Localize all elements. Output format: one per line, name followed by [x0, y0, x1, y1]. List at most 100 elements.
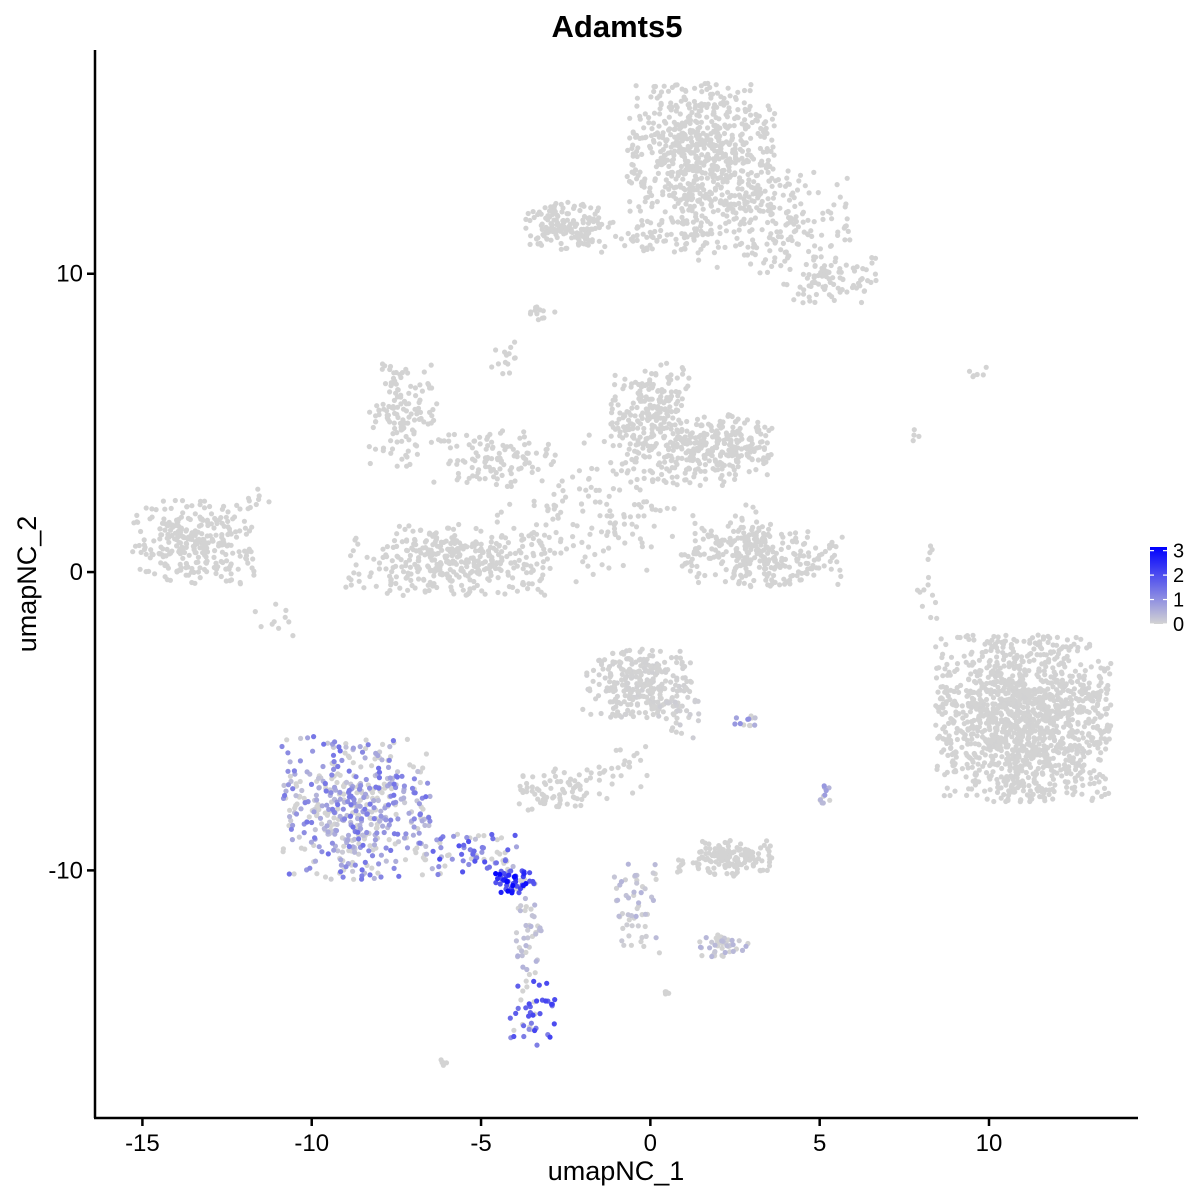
- cell-point: [197, 565, 203, 571]
- cell-point: [649, 426, 655, 432]
- cell-point: [668, 655, 675, 661]
- cell-point: [964, 792, 970, 799]
- cell-point: [725, 189, 731, 195]
- cell-point: [509, 584, 516, 591]
- cell-point: [802, 183, 808, 189]
- cell-point: [634, 449, 640, 455]
- cell-point: [771, 152, 777, 158]
- cell-point: [436, 437, 442, 443]
- cell-point: [764, 241, 770, 247]
- cell-point: [630, 129, 636, 135]
- cell-point: [173, 536, 179, 543]
- cell-point: [500, 442, 506, 448]
- cell-point: [629, 672, 635, 678]
- cell-point: [757, 161, 763, 167]
- cell-point: [700, 536, 706, 542]
- cell-point: [633, 83, 639, 89]
- cell-point: [718, 198, 724, 204]
- cell-point: [990, 695, 997, 701]
- cell-point: [643, 660, 649, 666]
- cell-point: [508, 443, 514, 449]
- cell-point: [613, 471, 619, 477]
- cell-point: [732, 419, 739, 425]
- cell-point: [714, 428, 720, 434]
- cell-point: [710, 174, 716, 180]
- cell-point: [389, 446, 396, 452]
- cell-point: [825, 208, 831, 214]
- cell-point: [389, 569, 395, 575]
- cell-point: [708, 143, 714, 149]
- cell-point: [204, 558, 210, 564]
- cell-point: [1063, 757, 1069, 763]
- cell-point: [596, 215, 602, 221]
- cell-point: [801, 553, 807, 559]
- cell-point: [749, 227, 755, 233]
- cell-point: [801, 287, 807, 293]
- cell-point: [1090, 795, 1096, 801]
- cell-point: [1040, 716, 1046, 722]
- cell-point: [692, 173, 699, 179]
- cell-point: [993, 730, 999, 736]
- cell-point: [679, 131, 685, 137]
- cell-point: [661, 419, 667, 425]
- cell-point: [960, 709, 966, 715]
- cell-point: [972, 772, 978, 778]
- cell-point: [957, 634, 963, 641]
- cell-point: [697, 482, 703, 488]
- cell-point: [938, 695, 944, 701]
- cell-point: [530, 774, 536, 780]
- cell-point: [983, 364, 989, 370]
- cell-point: [658, 695, 664, 702]
- cell-point: [213, 570, 219, 577]
- cell-point: [533, 236, 540, 242]
- cell-point: [1026, 740, 1032, 746]
- cell-point: [456, 553, 463, 559]
- cell-point: [498, 534, 504, 540]
- cell-point: [831, 297, 837, 303]
- cell-point: [944, 785, 950, 791]
- cell-point: [761, 554, 767, 561]
- cell-point: [580, 220, 586, 226]
- cell-point: [954, 661, 961, 667]
- cell-point: [1071, 686, 1077, 692]
- cell-point: [705, 125, 711, 131]
- cell-point: [641, 125, 647, 131]
- cell-point: [237, 528, 243, 534]
- cell-point: [482, 476, 488, 482]
- cell-point: [596, 221, 602, 227]
- cell-point: [675, 173, 681, 179]
- cell-point: [210, 538, 216, 544]
- cell-point: [608, 421, 614, 427]
- cell-point: [637, 536, 644, 542]
- cell-point: [636, 710, 642, 716]
- cell-point: [984, 665, 990, 671]
- cell-point: [946, 720, 952, 727]
- cell-point: [588, 484, 594, 490]
- cell-point: [671, 152, 677, 158]
- cell-point: [553, 232, 559, 238]
- cell-point: [805, 550, 812, 556]
- cell-point: [674, 474, 680, 480]
- cell-point: [629, 521, 635, 527]
- cell-point: [869, 260, 875, 266]
- cell-point: [547, 547, 553, 554]
- cell-point: [1062, 684, 1068, 690]
- cell-point: [684, 708, 690, 714]
- cell-point: [592, 211, 598, 217]
- cell-point: [965, 741, 971, 747]
- cell-point: [540, 559, 547, 565]
- cell-point: [1102, 668, 1108, 674]
- cell-point: [520, 773, 526, 780]
- cell-point: [663, 678, 669, 684]
- cell-point: [739, 186, 745, 192]
- cell-point: [356, 578, 362, 584]
- cell-point: [727, 520, 734, 526]
- cell-point: [598, 529, 605, 535]
- cell-point: [682, 675, 688, 681]
- cell-point: [666, 163, 672, 169]
- cell-point: [372, 446, 379, 452]
- cell-point: [638, 504, 644, 510]
- cell-point: [523, 216, 529, 222]
- cell-point: [910, 438, 916, 444]
- cell-point: [770, 549, 776, 555]
